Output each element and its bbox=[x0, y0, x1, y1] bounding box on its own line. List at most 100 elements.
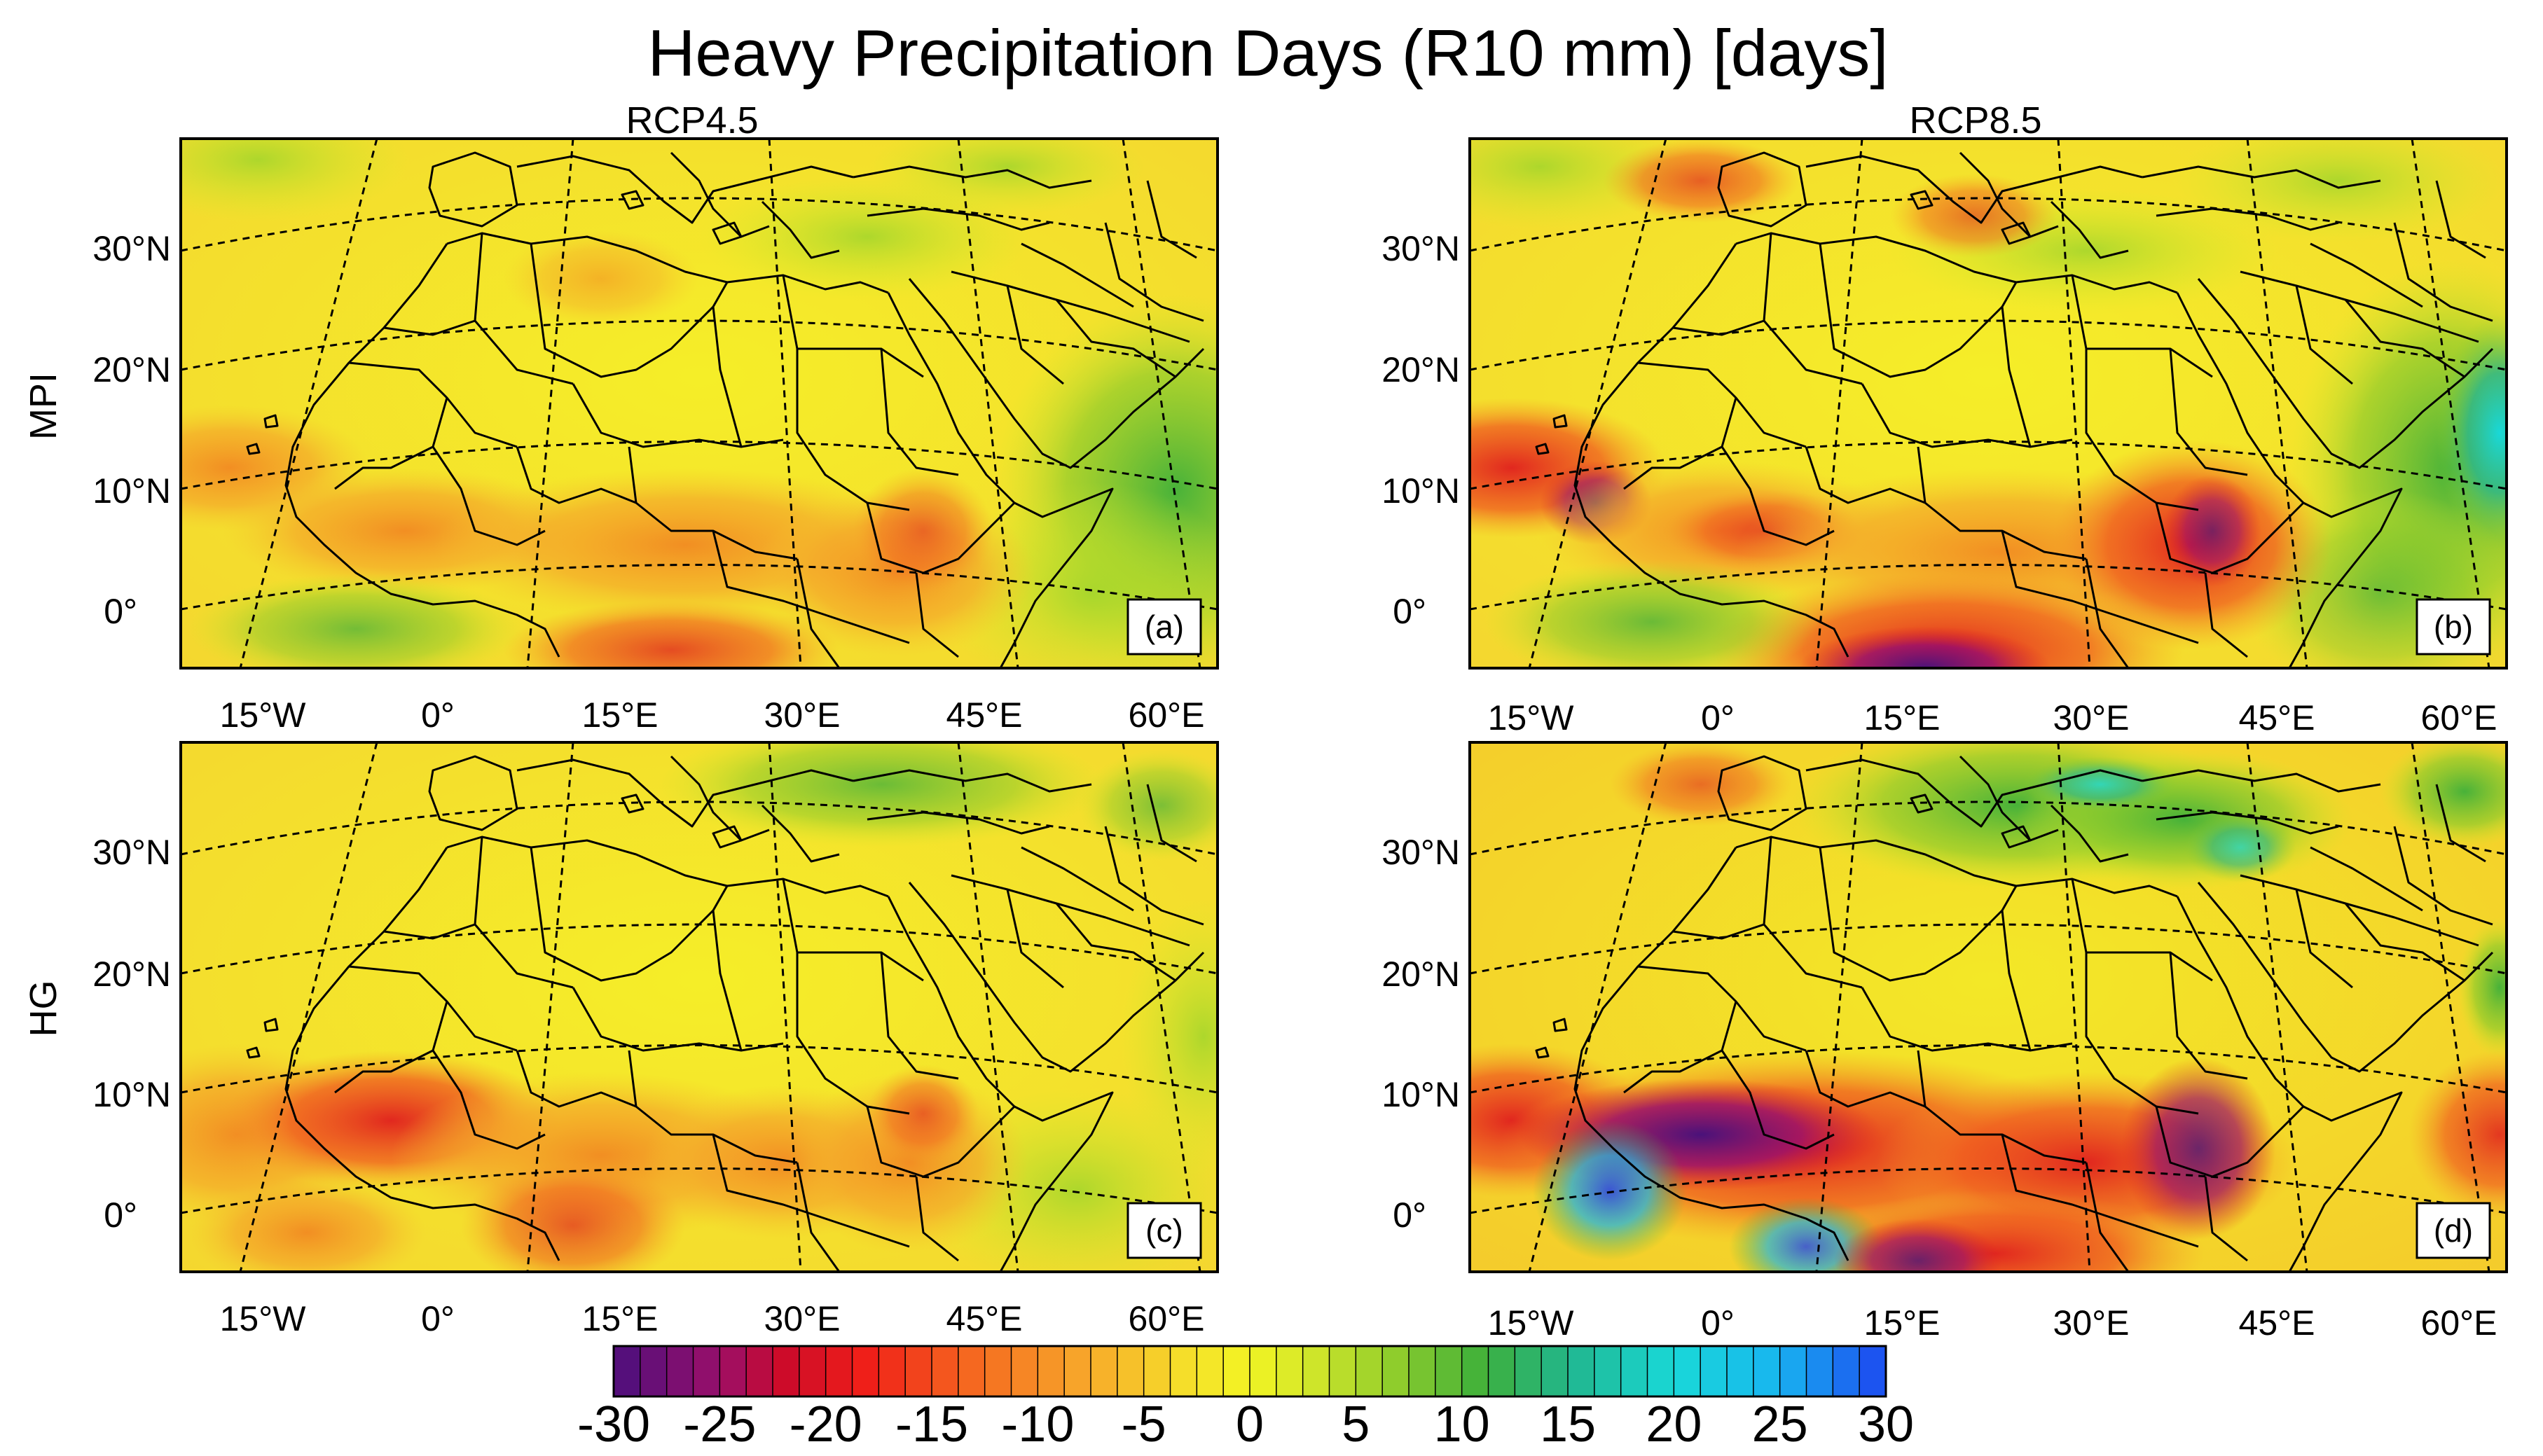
colorbar-cell bbox=[1700, 1345, 1728, 1397]
lon-label: 15°W bbox=[1488, 1303, 1575, 1343]
panel-label-d: (d) bbox=[2415, 1202, 2491, 1259]
lon-label: 30°E bbox=[2053, 698, 2130, 737]
figure-title: Heavy Precipitation Days (R10 mm) [days] bbox=[648, 16, 1889, 90]
colorbar-cell bbox=[1646, 1345, 1675, 1397]
colorbar-cell bbox=[851, 1345, 880, 1397]
colorbar-cell bbox=[799, 1345, 827, 1397]
colorbar-tick-label: 15 bbox=[1540, 1396, 1596, 1452]
lat-label: 20°N bbox=[92, 955, 171, 994]
colorbar-cell bbox=[1381, 1345, 1410, 1397]
lon-label: 15°W bbox=[220, 1299, 307, 1338]
panel-d: (d) bbox=[1468, 741, 2508, 1273]
colorbar-cell bbox=[1037, 1345, 1066, 1397]
colorbar-cell bbox=[904, 1345, 933, 1397]
lat-label: 30°N bbox=[92, 833, 171, 872]
lon-label: 45°E bbox=[946, 1299, 1023, 1338]
colorbar-cell bbox=[1620, 1345, 1648, 1397]
lat-label: 20°N bbox=[1381, 350, 1460, 389]
lon-label: 0° bbox=[1701, 1303, 1735, 1343]
panel-a: (a) bbox=[179, 137, 1219, 670]
lon-labels-d: 15°W 0° 15°E 30°E 45°E 60°E bbox=[1488, 1303, 2497, 1343]
lat-label: 0° bbox=[1393, 1195, 1426, 1235]
lon-label: 15°E bbox=[1864, 698, 1941, 737]
row-label-hg: HG bbox=[22, 980, 64, 1037]
colorbar-cell bbox=[1408, 1345, 1437, 1397]
lat-label: 0° bbox=[1393, 592, 1426, 631]
colorbar: -30 -25 -20 -15 -10 -5 0 5 10 15 20 25 30 bbox=[577, 1345, 1914, 1452]
colorbar-cell bbox=[984, 1345, 1012, 1397]
lon-label: 15°E bbox=[582, 1299, 659, 1338]
lon-labels-c: 15°W 0° 15°E 30°E 45°E 60°E bbox=[220, 1299, 1205, 1338]
colorbar-tick-label: -25 bbox=[683, 1396, 756, 1452]
lon-label: 0° bbox=[421, 695, 455, 735]
lon-label: 0° bbox=[1701, 698, 1735, 737]
lon-label: 30°E bbox=[764, 695, 841, 735]
lon-label: 15°W bbox=[220, 695, 307, 735]
lat-label: 30°N bbox=[92, 229, 171, 268]
lat-label: 30°N bbox=[1381, 833, 1460, 872]
colorbar-cell bbox=[1461, 1345, 1489, 1397]
colorbar-cell bbox=[1514, 1345, 1543, 1397]
lat-label: 0° bbox=[104, 592, 137, 631]
colorbar-cells bbox=[613, 1345, 1887, 1397]
lon-label: 60°E bbox=[1129, 695, 1205, 735]
colorbar-cell bbox=[640, 1345, 668, 1397]
colorbar-cell bbox=[931, 1345, 960, 1397]
lat-label: 10°N bbox=[1381, 471, 1460, 511]
colorbar-cell bbox=[825, 1345, 853, 1397]
lon-label: 45°E bbox=[2239, 698, 2315, 737]
lat-labels-d: 30°N 20°N 10°N 0° bbox=[1381, 833, 1460, 1235]
colorbar-tick-label: 5 bbox=[1342, 1396, 1370, 1452]
lat-label: 10°N bbox=[1381, 1075, 1460, 1114]
lon-label: 60°E bbox=[2421, 698, 2497, 737]
colorbar-cell bbox=[1249, 1345, 1278, 1397]
lat-label: 20°N bbox=[1381, 955, 1460, 994]
lat-labels-c: 30°N 20°N 10°N 0° bbox=[92, 833, 171, 1235]
colorbar-cell bbox=[1143, 1345, 1171, 1397]
colorbar-cell bbox=[878, 1345, 907, 1397]
lon-label: 45°E bbox=[946, 695, 1023, 735]
lon-label: 30°E bbox=[764, 1299, 841, 1338]
lat-label: 0° bbox=[104, 1195, 137, 1235]
panel-label-c: (c) bbox=[1126, 1202, 1202, 1259]
colorbar-cell bbox=[1594, 1345, 1622, 1397]
lon-label: 30°E bbox=[2053, 1303, 2130, 1343]
lat-label: 10°N bbox=[92, 471, 171, 511]
lon-label: 15°W bbox=[1488, 698, 1575, 737]
column-title-rcp45: RCP4.5 bbox=[626, 99, 758, 141]
colorbar-cell bbox=[1726, 1345, 1755, 1397]
colorbar-cell bbox=[1859, 1345, 1887, 1397]
colorbar-cell bbox=[666, 1345, 694, 1397]
column-title-rcp85: RCP8.5 bbox=[1909, 99, 2041, 141]
colorbar-frame bbox=[612, 1345, 1887, 1398]
lat-labels-b: 30°N 20°N 10°N 0° bbox=[1381, 229, 1460, 631]
colorbar-cell bbox=[1276, 1345, 1304, 1397]
lon-label: 45°E bbox=[2239, 1303, 2315, 1343]
panel-label-a: (a) bbox=[1126, 598, 1202, 656]
lon-label: 15°E bbox=[1864, 1303, 1941, 1343]
svg-text:(a): (a) bbox=[1145, 609, 1184, 645]
colorbar-cell bbox=[1832, 1345, 1861, 1397]
svg-text:(c): (c) bbox=[1145, 1212, 1183, 1249]
lat-labels-a: 30°N 20°N 10°N 0° bbox=[92, 229, 171, 631]
colorbar-cell bbox=[613, 1345, 642, 1397]
colorbar-tick-label: 30 bbox=[1858, 1396, 1914, 1452]
colorbar-cell bbox=[1753, 1345, 1782, 1397]
colorbar-cell bbox=[1222, 1345, 1251, 1397]
colorbar-tick-label: 10 bbox=[1434, 1396, 1490, 1452]
colorbar-cell bbox=[772, 1345, 801, 1397]
colorbar-ticks: -30 -25 -20 -15 -10 -5 0 5 10 15 20 25 30 bbox=[577, 1396, 1914, 1452]
colorbar-tick-label: 25 bbox=[1752, 1396, 1808, 1452]
colorbar-cell bbox=[1779, 1345, 1807, 1397]
colorbar-cell bbox=[1090, 1345, 1119, 1397]
lat-label: 20°N bbox=[92, 350, 171, 389]
colorbar-tick-label: -30 bbox=[577, 1396, 650, 1452]
colorbar-cell bbox=[1010, 1345, 1039, 1397]
colorbar-tick-label: -15 bbox=[895, 1396, 968, 1452]
colorbar-tick-label: -5 bbox=[1122, 1396, 1166, 1452]
colorbar-cell bbox=[1328, 1345, 1357, 1397]
colorbar-cell bbox=[1541, 1345, 1569, 1397]
colorbar-cell bbox=[1487, 1345, 1516, 1397]
colorbar-cell bbox=[745, 1345, 774, 1397]
